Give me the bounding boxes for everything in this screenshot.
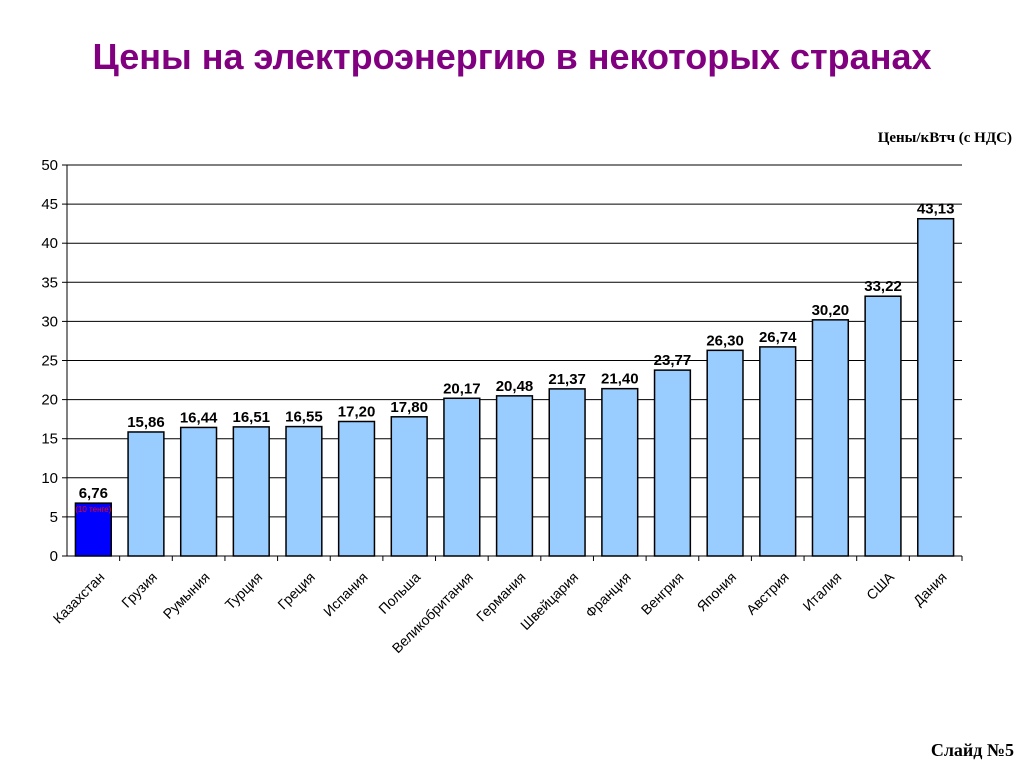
data-label: 26,74 [759, 329, 797, 346]
bar [390, 416, 428, 557]
y-tick-label: 0 [50, 548, 58, 565]
data-label: 43,13 [917, 201, 955, 218]
bar [917, 217, 955, 557]
bar [811, 319, 850, 557]
y-tick-label: 25 [41, 353, 58, 370]
bar [74, 502, 112, 557]
y-tick-label: 30 [41, 313, 58, 330]
data-label: 16,44 [180, 409, 218, 426]
y-tick-label: 35 [41, 274, 58, 291]
category-label: Греция [274, 569, 318, 613]
bar [443, 397, 481, 557]
category-label: Дания [910, 569, 950, 609]
highlight-note: (10 тенге) [75, 505, 111, 514]
bar [759, 346, 797, 557]
bar [653, 369, 692, 557]
data-label: 16,51 [232, 409, 270, 426]
category-label: Турция [222, 569, 266, 613]
category-label: Япония [694, 569, 740, 615]
data-label: 17,20 [338, 403, 376, 420]
category-label: Казахстан [50, 569, 108, 627]
category-label: Грузия [118, 569, 160, 611]
y-tick-label: 5 [50, 509, 58, 526]
data-label: 21,37 [548, 371, 586, 388]
y-tick-label: 10 [41, 470, 58, 487]
y-tick-label: 50 [41, 157, 58, 174]
data-label: 15,86 [127, 414, 165, 431]
data-label: 30,20 [812, 302, 850, 319]
slide-number: Слайд №5 [930, 740, 1014, 760]
data-label: 20,48 [496, 378, 534, 395]
bar [285, 425, 323, 557]
category-label: Венгрия [638, 569, 687, 618]
y-tick-label: 15 [41, 431, 58, 448]
data-label: 17,80 [390, 399, 428, 416]
category-label: Испания [320, 569, 371, 620]
data-label: 16,55 [285, 409, 323, 426]
y-tick-label: 40 [41, 235, 58, 252]
chart-title: Цены на электроэнергию в некоторых стран… [92, 36, 932, 77]
data-label: 23,77 [654, 352, 692, 369]
bar [495, 395, 534, 557]
bar [127, 431, 165, 557]
bar [179, 426, 218, 557]
data-label: 20,17 [443, 380, 481, 397]
data-label: 6,76 [79, 485, 108, 502]
category-label: США [863, 568, 898, 603]
bar [601, 387, 639, 557]
bar [864, 295, 902, 557]
bar [706, 349, 744, 557]
bar [337, 420, 376, 557]
unit-label: Цены/кВтч (с НДС) [877, 130, 1012, 146]
category-label: Франция [582, 569, 634, 621]
data-label: 26,30 [706, 332, 744, 349]
category-label: Германия [473, 569, 529, 625]
bar [232, 426, 270, 557]
data-label: 33,22 [864, 278, 902, 295]
data-label: 21,40 [601, 371, 639, 388]
bar [548, 388, 586, 557]
category-label: Италия [799, 569, 844, 614]
y-tick-label: 45 [41, 196, 58, 213]
category-label: Румыния [160, 569, 213, 622]
category-label: Польша [375, 569, 423, 617]
category-label: Австрия [743, 569, 792, 618]
y-tick-label: 20 [41, 392, 58, 409]
